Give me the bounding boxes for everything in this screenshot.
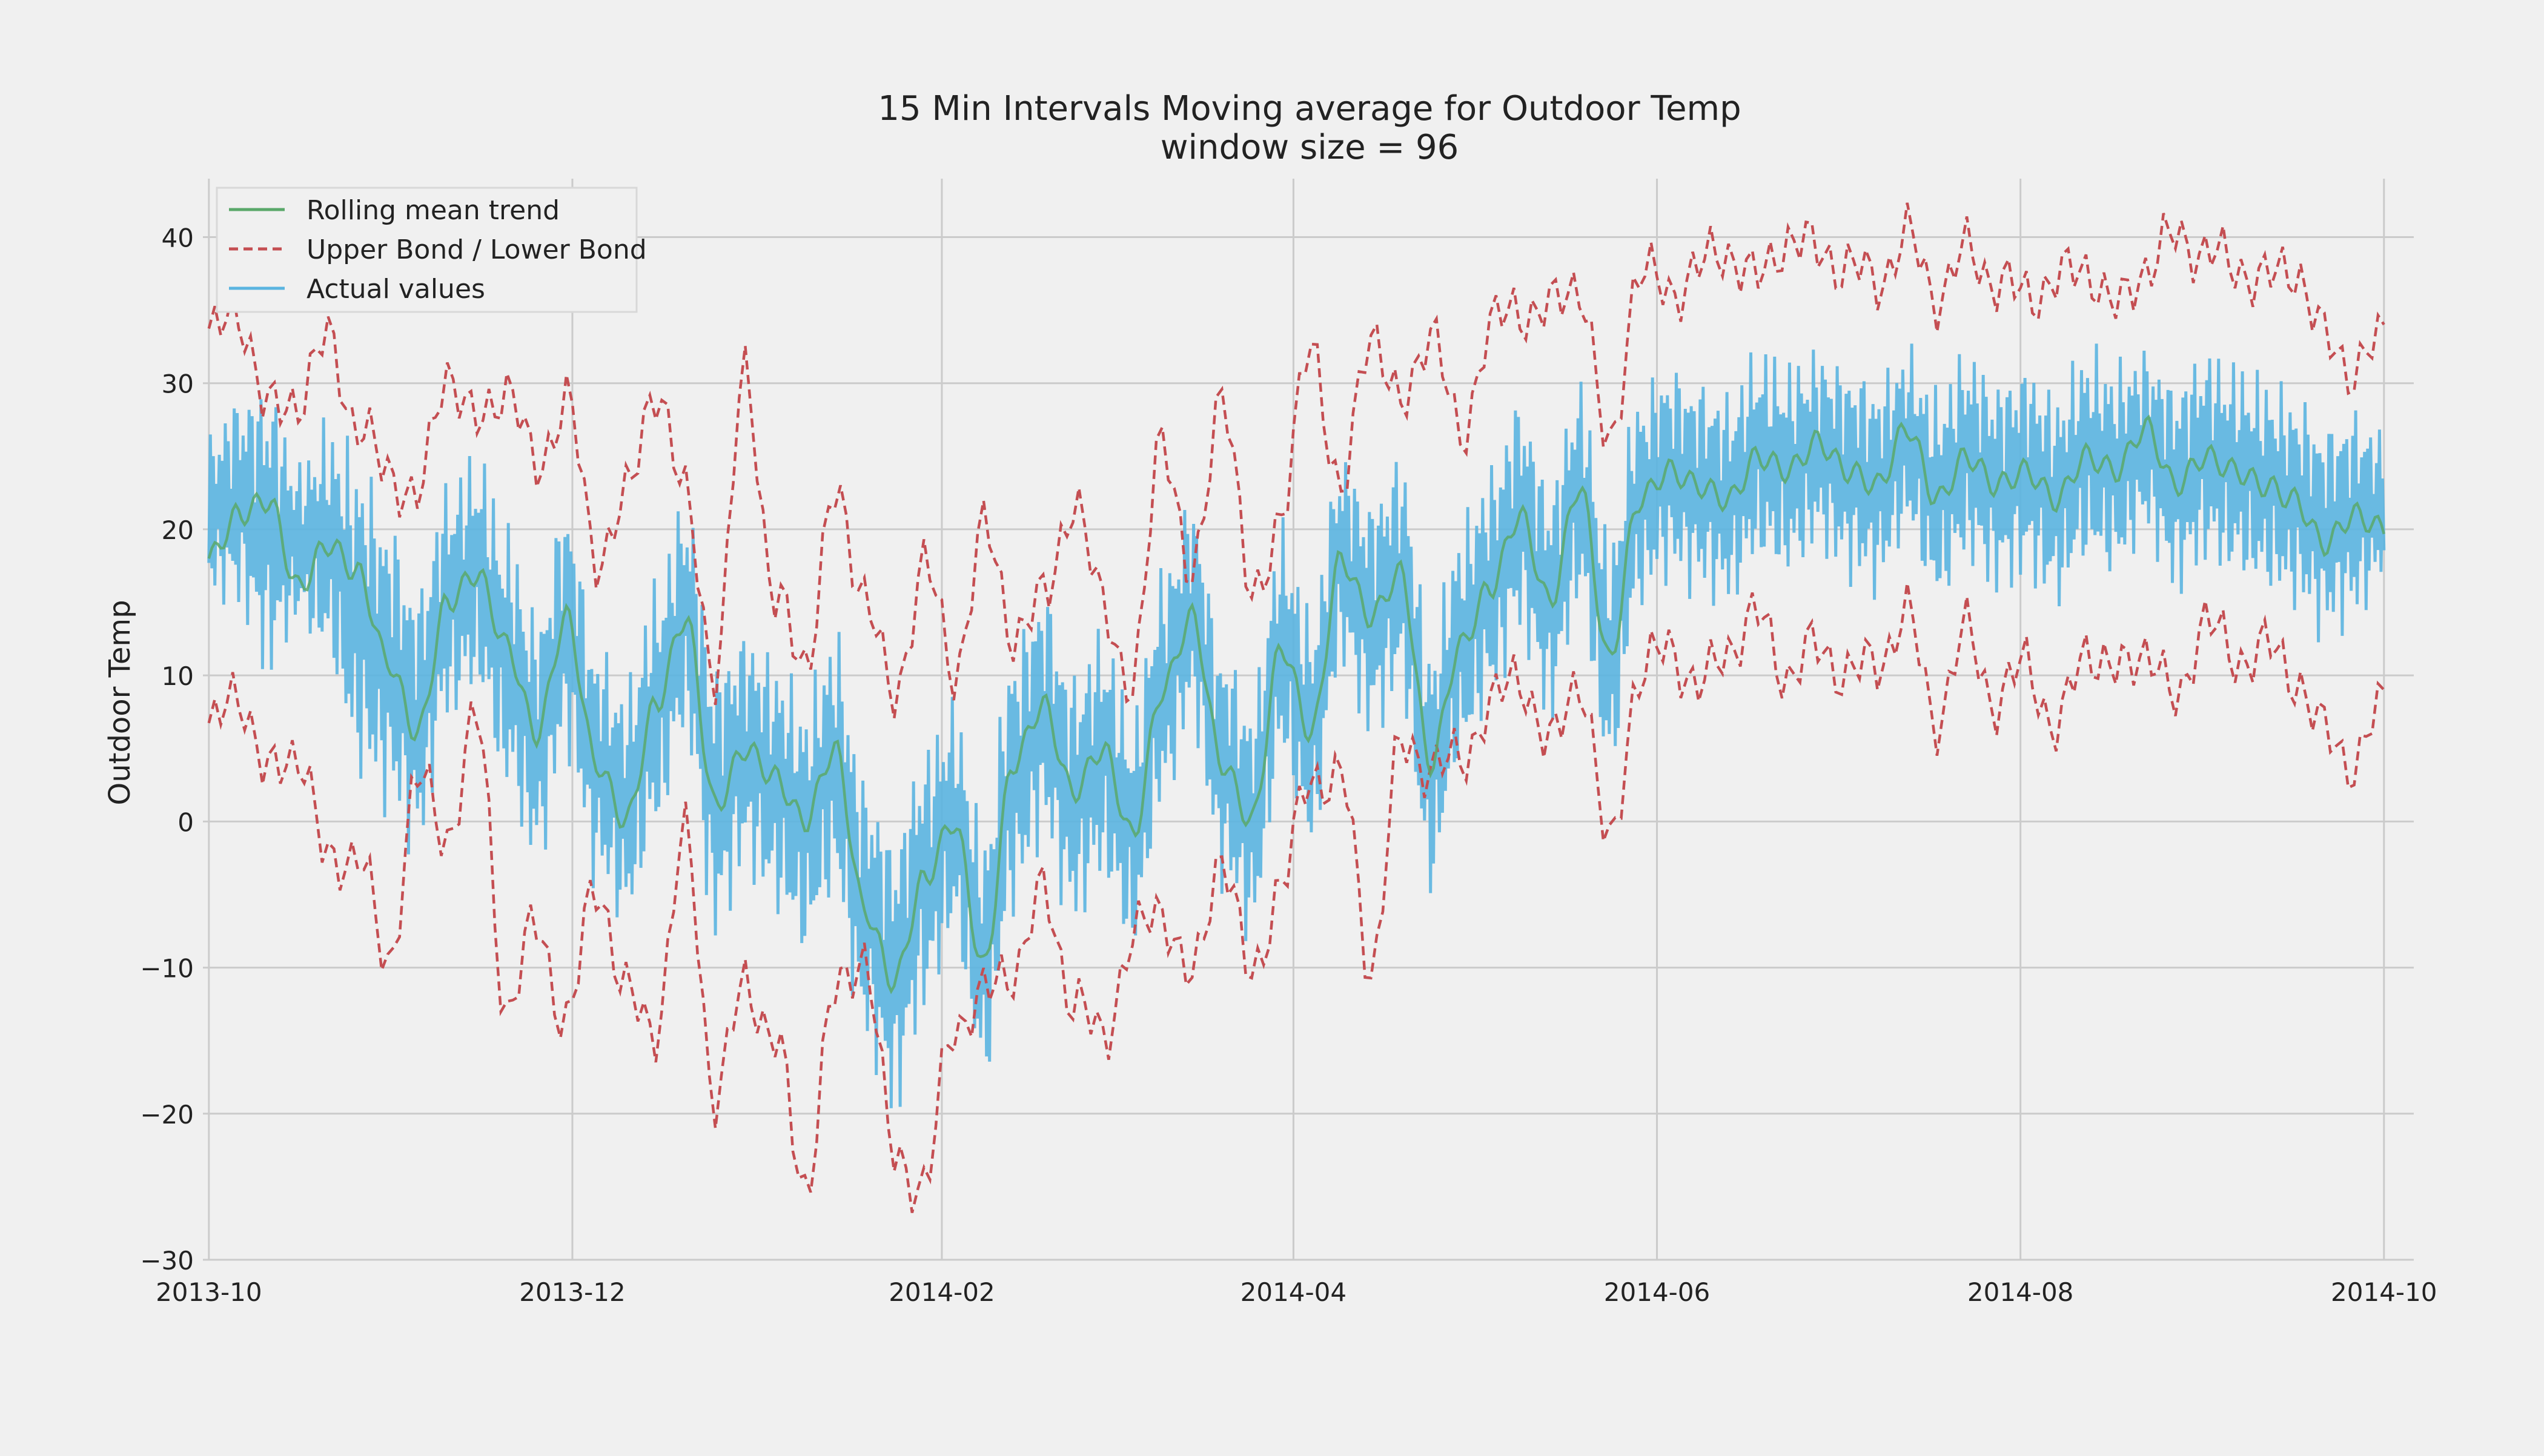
y-tick-label: −20 [140, 1100, 194, 1130]
chart-title: 15 Min Intervals Moving average for Outd… [878, 89, 1741, 128]
rolling-mean-line [207, 414, 2385, 994]
grid [203, 179, 2414, 1261]
x-tick-label: 2013-10 [156, 1277, 262, 1307]
x-tick-label: 2013-12 [519, 1277, 626, 1307]
y-axis-label: Outdoor Temp [103, 600, 137, 805]
x-tick-label: 2014-04 [1241, 1277, 1347, 1307]
legend-label-actual: Actual values [306, 274, 485, 305]
legend-frame [216, 187, 638, 313]
x-tick-label: 2014-08 [1967, 1277, 2074, 1307]
legend: Rolling mean trend Upper Bond / Lower Bo… [216, 187, 647, 313]
y-tick-label: 20 [162, 515, 194, 545]
legend-label-bounds: Upper Bond / Lower Bond [306, 234, 647, 265]
y-tick-label: 40 [162, 223, 194, 253]
y-tick-label: −30 [140, 1246, 194, 1276]
lower-bound-line [207, 582, 2385, 1213]
y-tick-label: −10 [140, 954, 194, 984]
y-tick-label: 30 [162, 369, 194, 399]
upper-bound-line [207, 202, 2385, 719]
legend-label-rolling-mean: Rolling mean trend [306, 195, 560, 226]
x-tick-label: 2014-02 [889, 1277, 995, 1307]
chart-subtitle: window size = 96 [1161, 128, 1459, 167]
plot-area [207, 202, 2386, 1213]
x-tick-label: 2014-06 [1604, 1277, 1711, 1307]
y-tick-label: 10 [162, 661, 194, 691]
y-tick-label: 0 [177, 807, 194, 837]
x-tick-label: 2014-10 [2331, 1277, 2437, 1307]
